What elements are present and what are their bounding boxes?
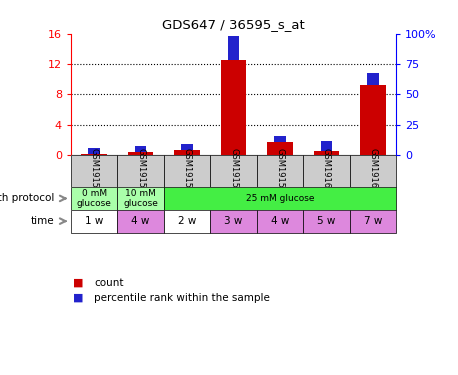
- Title: GDS647 / 36595_s_at: GDS647 / 36595_s_at: [162, 18, 305, 31]
- Bar: [71, 155, 117, 187]
- Text: 5 w: 5 w: [317, 216, 336, 226]
- Bar: [350, 210, 396, 232]
- Text: 0 mM
glucose: 0 mM glucose: [77, 189, 112, 208]
- Bar: [257, 210, 303, 232]
- Bar: [135, 146, 147, 152]
- Text: GSM19154: GSM19154: [183, 148, 191, 194]
- Bar: [257, 155, 303, 187]
- Text: ■: ■: [73, 278, 87, 288]
- Text: percentile rank within the sample: percentile rank within the sample: [94, 293, 270, 303]
- Text: GSM19155: GSM19155: [229, 148, 238, 194]
- Bar: [117, 187, 164, 210]
- Bar: [71, 210, 117, 232]
- Bar: [321, 141, 333, 151]
- Bar: [221, 60, 246, 155]
- Text: 3 w: 3 w: [224, 216, 243, 226]
- Bar: [210, 210, 257, 232]
- Text: growth protocol: growth protocol: [0, 194, 55, 203]
- Text: 25 mM glucose: 25 mM glucose: [246, 194, 314, 203]
- Bar: [210, 155, 257, 187]
- Text: 4 w: 4 w: [131, 216, 150, 226]
- Text: GSM19153: GSM19153: [90, 148, 99, 194]
- Text: 2 w: 2 w: [178, 216, 196, 226]
- Bar: [267, 142, 293, 155]
- Text: 10 mM
glucose: 10 mM glucose: [123, 189, 158, 208]
- Text: GSM19156: GSM19156: [276, 148, 284, 194]
- Bar: [174, 150, 200, 155]
- Text: time: time: [31, 216, 55, 226]
- Bar: [350, 155, 396, 187]
- Bar: [128, 152, 153, 155]
- Bar: [303, 155, 350, 187]
- Bar: [181, 144, 193, 150]
- Text: GSM19164: GSM19164: [368, 148, 377, 194]
- Text: 1 w: 1 w: [85, 216, 104, 226]
- Bar: [360, 85, 386, 155]
- Bar: [82, 154, 107, 155]
- Text: 4 w: 4 w: [271, 216, 289, 226]
- Bar: [164, 210, 210, 232]
- Bar: [164, 187, 396, 210]
- Bar: [274, 136, 286, 142]
- Bar: [314, 151, 339, 155]
- Bar: [71, 187, 117, 210]
- Bar: [164, 155, 210, 187]
- Bar: [88, 148, 100, 154]
- Bar: [303, 210, 350, 232]
- Text: ■: ■: [73, 293, 87, 303]
- Text: GSM19163: GSM19163: [322, 148, 331, 194]
- Bar: [117, 155, 164, 187]
- Bar: [228, 36, 240, 60]
- Bar: [367, 73, 379, 85]
- Text: 7 w: 7 w: [364, 216, 382, 226]
- Text: count: count: [94, 278, 123, 288]
- Bar: [117, 210, 164, 232]
- Text: GSM19157: GSM19157: [136, 148, 145, 194]
